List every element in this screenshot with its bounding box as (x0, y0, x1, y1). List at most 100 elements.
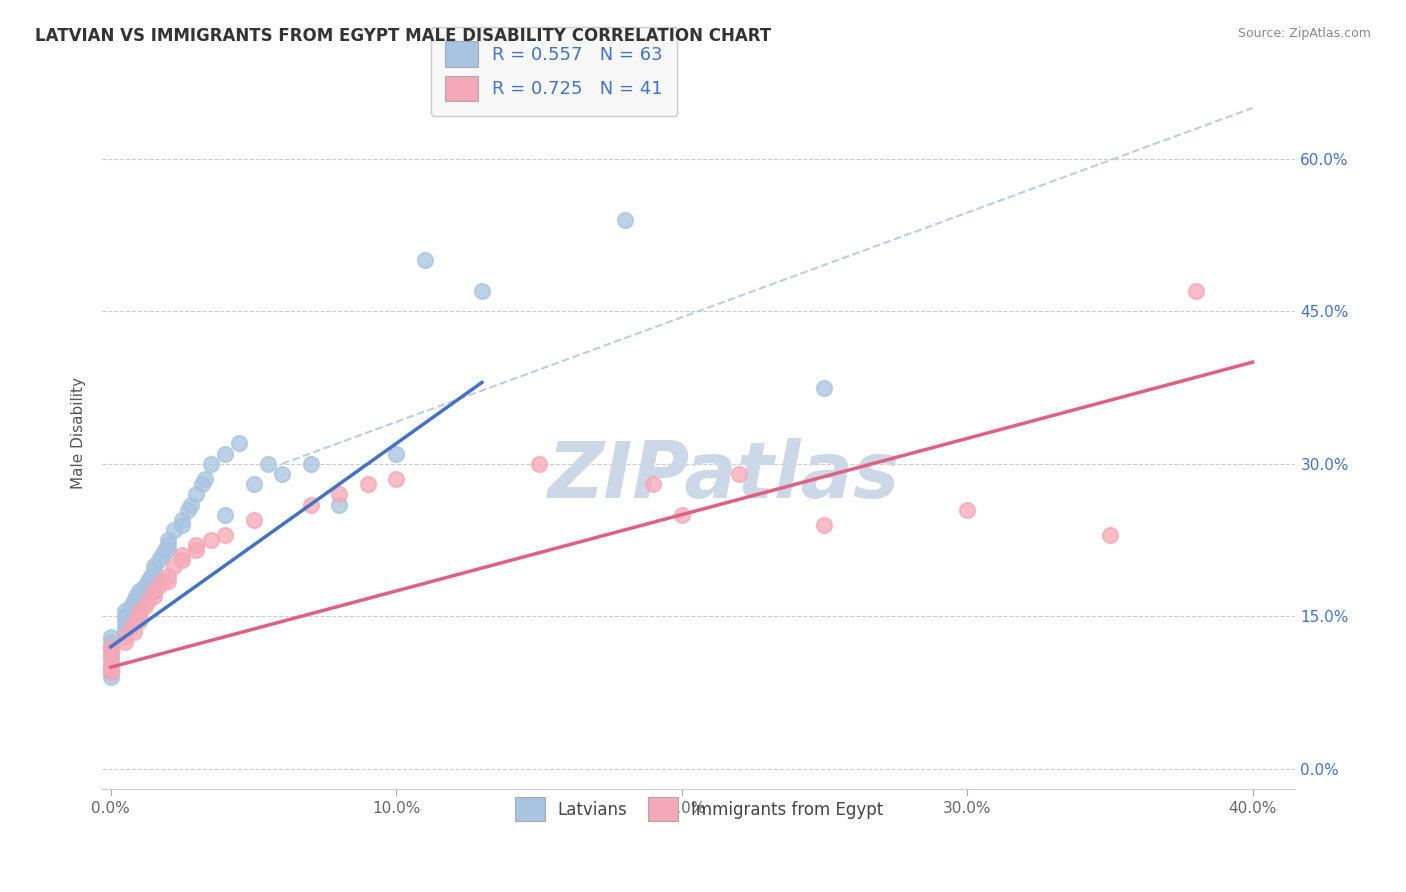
Point (128, 594, 150, 608)
Point (172, 517, 194, 532)
Point (328, 498, 350, 512)
Y-axis label: Male Disability: Male Disability (72, 377, 86, 490)
Text: LATVIAN VS IMMIGRANTS FROM EGYPT MALE DISABILITY CORRELATION CHART: LATVIAN VS IMMIGRANTS FROM EGYPT MALE DI… (35, 27, 772, 45)
Point (172, 513, 194, 527)
Point (128, 604, 150, 618)
Point (128, 583, 150, 598)
Point (100, 660, 122, 674)
Point (100, 645, 122, 659)
Point (186, 538, 208, 552)
Point (150, 574, 173, 588)
Point (1184, 284, 1206, 298)
Point (128, 609, 150, 624)
Point (100, 660, 122, 674)
Point (1098, 528, 1121, 542)
Point (271, 467, 294, 481)
Point (194, 472, 217, 486)
Point (162, 558, 184, 573)
Point (727, 467, 749, 481)
Point (142, 583, 165, 598)
Point (125, 594, 148, 608)
Point (136, 594, 159, 608)
Point (357, 477, 380, 491)
Point (142, 574, 165, 588)
Point (643, 477, 665, 491)
Point (671, 508, 693, 522)
Point (813, 380, 835, 394)
Point (100, 640, 122, 654)
Point (128, 615, 150, 629)
Point (214, 508, 236, 522)
Point (148, 553, 170, 567)
Point (527, 457, 550, 471)
Point (191, 477, 214, 491)
Point (100, 634, 122, 648)
Point (120, 604, 142, 618)
Point (156, 568, 179, 582)
Point (153, 543, 176, 558)
Legend: Latvians, Immigrants from Egypt: Latvians, Immigrants from Egypt (501, 784, 897, 834)
Point (139, 568, 162, 582)
Point (148, 579, 170, 593)
Point (242, 477, 264, 491)
Point (114, 615, 136, 629)
Point (299, 498, 322, 512)
Point (200, 457, 222, 471)
Point (100, 645, 122, 659)
Point (180, 498, 202, 512)
Point (114, 619, 136, 633)
Point (100, 670, 122, 684)
Point (136, 579, 159, 593)
Point (214, 528, 236, 542)
Point (413, 253, 436, 268)
Point (242, 513, 264, 527)
Point (228, 436, 250, 450)
Point (114, 630, 136, 644)
Point (172, 549, 194, 563)
Point (120, 599, 142, 614)
Point (122, 624, 145, 639)
Point (142, 558, 165, 573)
Point (162, 523, 184, 537)
Point (172, 553, 194, 567)
Point (613, 212, 636, 227)
Point (128, 599, 150, 614)
Point (385, 447, 408, 461)
Point (100, 640, 122, 654)
Point (100, 630, 122, 644)
Point (134, 579, 156, 593)
Point (142, 583, 165, 598)
Point (150, 549, 173, 563)
Point (156, 533, 179, 547)
Point (134, 599, 156, 614)
Point (156, 543, 179, 558)
Point (328, 487, 350, 501)
Point (136, 574, 159, 588)
Point (186, 543, 208, 558)
Point (142, 564, 165, 578)
Point (125, 615, 148, 629)
Text: Source: ZipAtlas.com: Source: ZipAtlas.com (1237, 27, 1371, 40)
Point (114, 609, 136, 624)
Point (385, 472, 408, 486)
Point (100, 650, 122, 665)
Point (156, 574, 179, 588)
Point (186, 487, 208, 501)
Point (200, 533, 222, 547)
Point (114, 634, 136, 648)
Point (128, 604, 150, 618)
Point (813, 517, 835, 532)
Point (114, 604, 136, 618)
Point (100, 665, 122, 680)
Point (156, 538, 179, 552)
Point (100, 650, 122, 665)
Point (128, 589, 150, 603)
Point (256, 457, 278, 471)
Point (299, 457, 322, 471)
Point (100, 665, 122, 680)
Point (128, 609, 150, 624)
Point (177, 502, 200, 516)
Point (214, 447, 236, 461)
Point (142, 589, 165, 603)
Point (125, 589, 148, 603)
